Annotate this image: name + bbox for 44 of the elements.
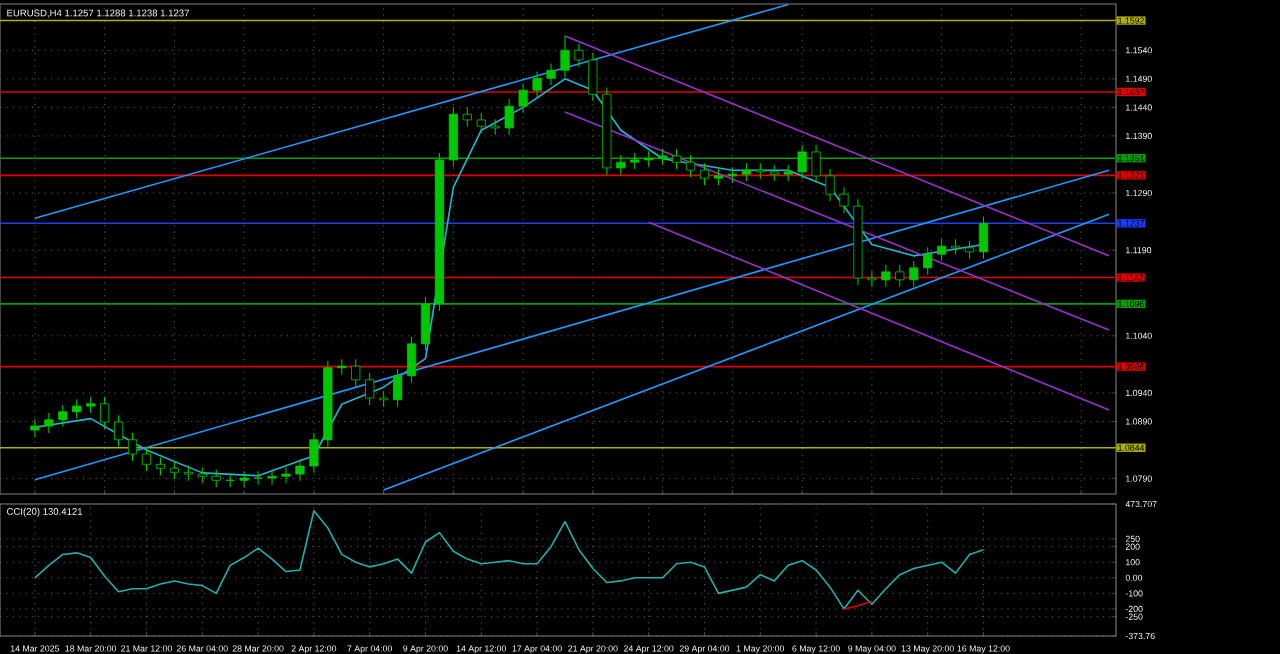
candlestick	[351, 358, 361, 388]
candlestick	[365, 372, 375, 406]
candlestick	[393, 368, 403, 408]
candlestick	[895, 264, 905, 288]
candlestick	[476, 112, 486, 134]
candlestick	[532, 70, 542, 98]
candlestick	[546, 62, 556, 86]
candlestick	[44, 412, 54, 434]
candlestick	[72, 398, 82, 420]
candlestick	[100, 396, 110, 430]
candlestick	[923, 246, 933, 276]
candlestick	[685, 154, 696, 178]
candlestick	[518, 82, 528, 114]
candlestick	[406, 336, 417, 384]
candlestick	[30, 418, 40, 438]
candlestick	[811, 144, 821, 184]
candlestick	[267, 468, 277, 486]
candlestick	[462, 106, 472, 128]
candlestick	[797, 144, 807, 180]
candlestick	[616, 154, 626, 176]
candlestick	[281, 466, 291, 484]
candlestick	[574, 42, 584, 68]
candlestick	[909, 260, 919, 288]
candlestick	[699, 162, 710, 186]
candlestick	[253, 470, 263, 486]
candlestick	[588, 52, 598, 102]
candlestick	[672, 148, 682, 170]
candlestick	[239, 470, 249, 488]
candlestick	[114, 414, 124, 448]
candlestick	[58, 404, 68, 428]
candlestick	[420, 296, 431, 352]
candlestick	[881, 264, 891, 288]
candlestick	[448, 106, 458, 168]
candlestick	[560, 35, 570, 78]
candlestick	[127, 432, 138, 462]
candlestick	[867, 270, 877, 288]
candlestick	[978, 215, 989, 260]
candlestick	[825, 168, 835, 202]
candlestick	[141, 446, 152, 472]
candlestick	[937, 238, 947, 262]
candlestick	[504, 98, 514, 136]
candlestick	[309, 432, 319, 474]
candlestick	[295, 458, 305, 482]
candlestick	[839, 186, 849, 214]
